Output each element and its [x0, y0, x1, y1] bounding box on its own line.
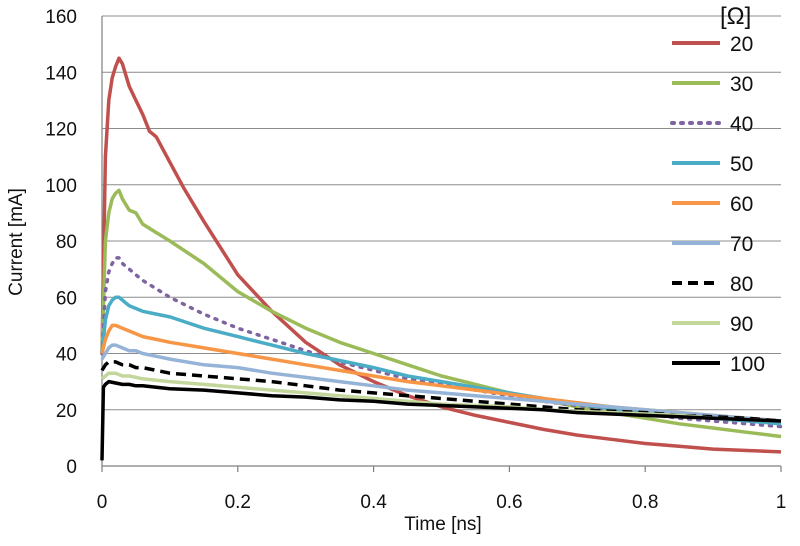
legend-label-100: 100 [730, 353, 765, 376]
legend-label-70: 70 [730, 233, 753, 256]
series-line-30 [100, 188, 782, 439]
x-tick-label: 1 [776, 492, 787, 513]
tick-labels: 0 20 40 60 80 100 120 140 160 0 0.2 0.4 0.6 0.8 1 [45, 7, 786, 513]
legend-label-80: 80 [730, 273, 753, 296]
series-line-100 [100, 379, 782, 461]
y-tick-label: 120 [45, 120, 77, 141]
x-tick-label: 0.6 [496, 492, 522, 513]
x-tick-label: 0.2 [225, 492, 251, 513]
y-axis-title: Current [mA] [6, 188, 27, 296]
legend-label-40: 40 [730, 113, 753, 136]
y-tick-label: 40 [56, 345, 77, 366]
legend-label-20: 20 [730, 33, 753, 56]
legend-label-90: 90 [730, 313, 753, 336]
y-tick-label: 100 [45, 176, 77, 197]
y-tick-label: 140 [45, 63, 77, 84]
legend: [Ω] 20 30 40 50 60 70 80 90 100 [670, 3, 765, 376]
y-tick-label: 0 [66, 457, 77, 478]
legend-label-30: 30 [730, 73, 753, 96]
gridlines [102, 15, 781, 411]
legend-title: [Ω] [720, 3, 751, 30]
legend-label-50: 50 [730, 153, 753, 176]
y-tick-label: 20 [56, 401, 77, 422]
x-axis-title: Time [ns] [404, 514, 481, 535]
series-line-70 [100, 343, 782, 423]
y-tick-label: 60 [56, 288, 77, 309]
x-tick-label: 0 [97, 492, 108, 513]
x-tick-label: 0.4 [360, 492, 387, 513]
legend-label-60: 60 [730, 193, 753, 216]
y-tick-label: 80 [56, 232, 77, 253]
series-lines [100, 56, 783, 461]
x-tick-label: 0.8 [632, 492, 658, 513]
y-tick-label: 160 [45, 7, 77, 28]
series-line-20 [100, 56, 782, 454]
